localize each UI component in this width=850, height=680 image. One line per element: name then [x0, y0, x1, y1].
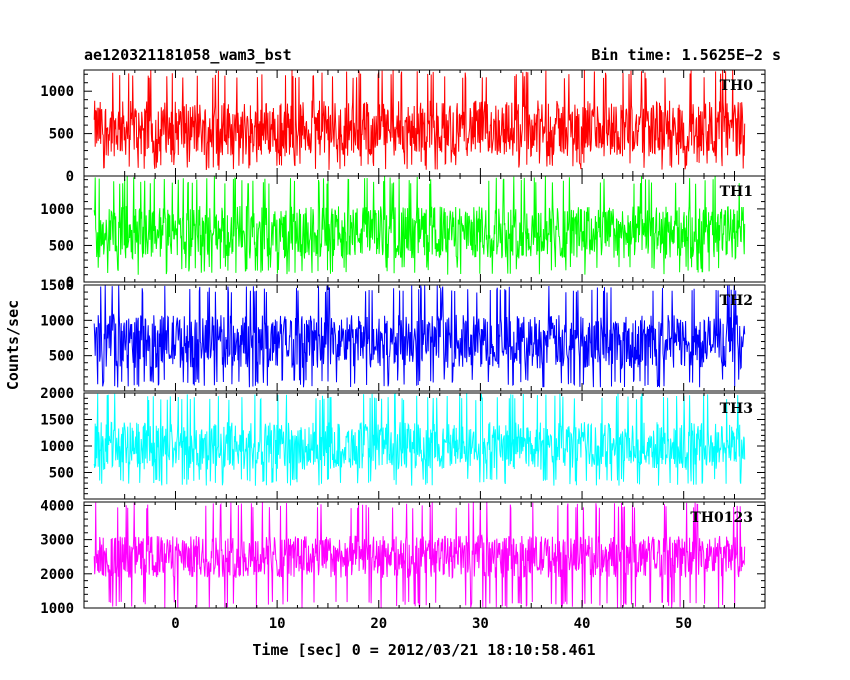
x-tick-label: 50	[675, 616, 692, 632]
panel-label-th0123: TH0123	[690, 510, 753, 526]
panel-label-th3: TH3	[720, 401, 753, 417]
panel-th0123-frame	[83, 501, 766, 609]
bin-time-label: Bin time: 1.5625E−2 s	[591, 46, 781, 64]
panel-label-th1: TH1	[720, 184, 753, 200]
y-tick-label: 500	[49, 127, 74, 143]
x-tick-label: 0	[171, 616, 179, 632]
y-tick-label: 1000	[40, 439, 74, 455]
y-tick-label: 1000	[40, 313, 74, 329]
x-tick-label: 20	[370, 616, 387, 632]
y-tick-label: 1000	[40, 202, 74, 218]
y-tick-label: 1000	[40, 84, 74, 100]
x-tick-label: 10	[269, 616, 286, 632]
y-tick-label: 1500	[40, 413, 74, 429]
x-tick-label: 30	[472, 616, 489, 632]
series-th2-line	[93, 285, 746, 388]
panel-label-th2: TH2	[720, 293, 753, 309]
series-th0-line	[93, 69, 746, 171]
y-tick-label: 2000	[40, 386, 74, 402]
y-tick-label: 2000	[40, 567, 74, 583]
panel-th2-frame	[83, 284, 766, 392]
y-tick-label: 500	[49, 238, 74, 254]
y-tick-label: 1000	[40, 601, 74, 617]
y-tick-label: 3000	[40, 533, 74, 549]
y-tick-label: 0	[66, 275, 74, 291]
y-tick-label: 500	[49, 466, 74, 482]
y-tick-label: 500	[49, 349, 74, 365]
y-tick-label: 0	[66, 169, 74, 185]
panel-label-th0: TH0	[720, 78, 754, 94]
series-th3-line	[93, 392, 746, 486]
panel-th1-frame	[83, 175, 766, 283]
x-axis-label: Time [sec] 0 = 2012/03/21 18:10:58.461	[252, 641, 595, 659]
x-tick-label: 40	[574, 616, 591, 632]
chart-title: ae120321181058_wam3_bst	[84, 46, 292, 64]
y-tick-label: 4000	[40, 498, 74, 514]
series-th1-line	[93, 176, 746, 275]
y-tick-label: 1500	[40, 278, 74, 294]
y-axis-label: Counts/sec	[4, 300, 22, 390]
series-th0123-line	[93, 502, 746, 608]
